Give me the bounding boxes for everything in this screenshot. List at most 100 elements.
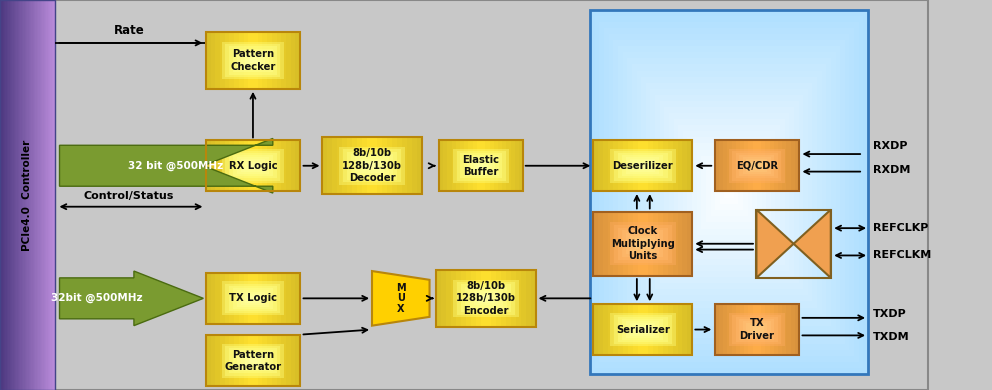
- Bar: [613, 304, 618, 355]
- Bar: [714, 304, 719, 355]
- Bar: [593, 140, 692, 191]
- Bar: [282, 32, 286, 89]
- Bar: [327, 138, 332, 194]
- Bar: [682, 211, 687, 276]
- Bar: [447, 140, 451, 191]
- Bar: [347, 152, 397, 180]
- Bar: [478, 294, 494, 303]
- Bar: [244, 335, 248, 386]
- Bar: [253, 335, 258, 386]
- Bar: [736, 317, 778, 342]
- Bar: [761, 140, 766, 191]
- Bar: [481, 140, 485, 191]
- Bar: [687, 304, 692, 355]
- Bar: [215, 273, 220, 324]
- Bar: [613, 140, 618, 191]
- Bar: [229, 273, 234, 324]
- Bar: [456, 140, 460, 191]
- Bar: [795, 304, 800, 355]
- Bar: [610, 222, 676, 265]
- Bar: [15, 0, 16, 390]
- Bar: [453, 280, 519, 317]
- Bar: [244, 32, 248, 89]
- Text: Deserilizer: Deserilizer: [612, 161, 674, 171]
- Bar: [239, 335, 244, 386]
- Bar: [603, 140, 608, 191]
- Bar: [494, 140, 498, 191]
- Bar: [603, 211, 608, 276]
- Bar: [628, 140, 633, 191]
- Bar: [54, 0, 55, 390]
- Bar: [225, 44, 281, 77]
- Bar: [653, 140, 658, 191]
- Text: RX Logic: RX Logic: [228, 161, 278, 171]
- Bar: [456, 151, 506, 181]
- Bar: [633, 140, 638, 191]
- Bar: [598, 211, 603, 276]
- Bar: [221, 149, 285, 183]
- Bar: [610, 313, 676, 346]
- Bar: [639, 164, 647, 168]
- Bar: [639, 328, 647, 331]
- Bar: [595, 16, 863, 368]
- Bar: [220, 273, 225, 324]
- Bar: [623, 211, 628, 276]
- Text: EQ/CDR: EQ/CDR: [736, 161, 778, 171]
- Bar: [604, 28, 854, 356]
- Bar: [272, 335, 277, 386]
- Text: TXDP: TXDP: [873, 309, 907, 319]
- Bar: [795, 140, 800, 191]
- Bar: [618, 228, 668, 260]
- Bar: [673, 140, 678, 191]
- Bar: [237, 290, 269, 307]
- Bar: [757, 304, 761, 355]
- Bar: [267, 335, 272, 386]
- Bar: [206, 273, 301, 324]
- Bar: [36, 0, 37, 390]
- Bar: [732, 151, 782, 181]
- Bar: [668, 140, 673, 191]
- Text: 32 bit @500MHz: 32 bit @500MHz: [128, 161, 224, 171]
- Text: 32bit @500MHz: 32bit @500MHz: [51, 293, 143, 303]
- Bar: [460, 153, 502, 179]
- Bar: [221, 42, 285, 79]
- Bar: [12, 0, 14, 390]
- Bar: [4, 0, 6, 390]
- Bar: [438, 140, 524, 191]
- Bar: [355, 156, 389, 175]
- Bar: [511, 140, 515, 191]
- Bar: [770, 140, 774, 191]
- Bar: [682, 131, 776, 253]
- Bar: [258, 273, 262, 324]
- Bar: [632, 64, 826, 320]
- Bar: [239, 140, 244, 191]
- Bar: [443, 140, 447, 191]
- Bar: [43, 0, 44, 390]
- Bar: [736, 140, 740, 191]
- Bar: [635, 238, 651, 249]
- Bar: [658, 140, 663, 191]
- Bar: [750, 325, 764, 334]
- Bar: [441, 270, 446, 327]
- Text: Control/Status: Control/Status: [83, 191, 175, 201]
- Bar: [766, 304, 770, 355]
- Text: Elastic
Buffer: Elastic Buffer: [462, 154, 500, 177]
- Bar: [593, 304, 598, 355]
- Bar: [787, 140, 791, 191]
- Bar: [787, 304, 791, 355]
- Text: Rate: Rate: [114, 24, 144, 37]
- Bar: [467, 157, 495, 174]
- Bar: [229, 335, 234, 386]
- Bar: [463, 155, 499, 176]
- Bar: [249, 58, 257, 63]
- Bar: [477, 140, 481, 191]
- Bar: [714, 140, 799, 191]
- Bar: [0, 0, 1, 390]
- Polygon shape: [794, 210, 831, 278]
- Bar: [377, 138, 382, 194]
- Bar: [637, 71, 821, 314]
- Text: Serializer: Serializer: [616, 324, 670, 335]
- Bar: [590, 10, 868, 374]
- Bar: [51, 0, 52, 390]
- Text: Clock
Multiplying
Units: Clock Multiplying Units: [611, 226, 675, 261]
